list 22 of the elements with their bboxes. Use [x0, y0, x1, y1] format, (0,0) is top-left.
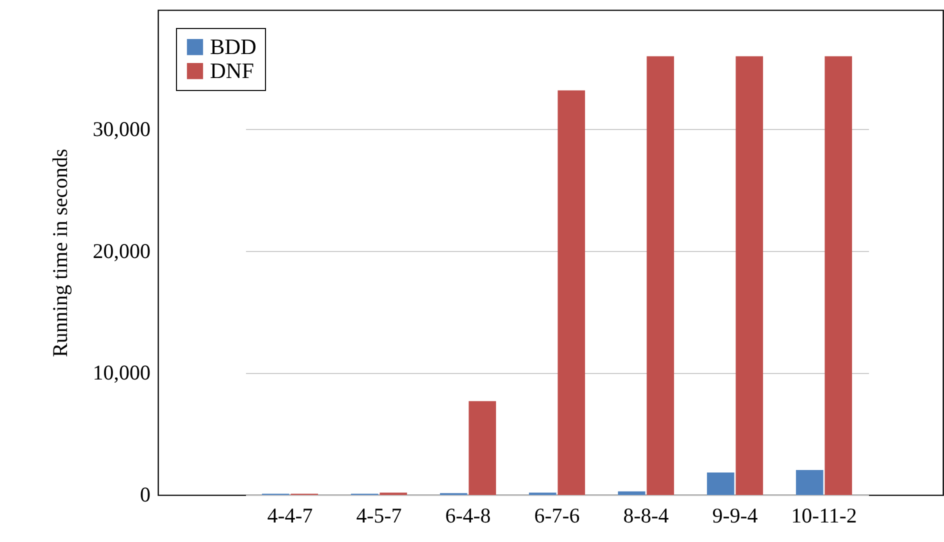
y-tick-label: 30,000	[92, 116, 150, 141]
y-tick-label: 10,000	[92, 360, 150, 385]
x-tick-label: 9-9-4	[712, 504, 758, 528]
x-tick-label: 4-5-7	[356, 504, 402, 528]
y-axis-title: Running time in seconds	[48, 148, 72, 358]
bar	[558, 90, 586, 495]
bar	[736, 56, 764, 495]
bar	[706, 472, 734, 495]
x-tick-label: 6-4-8	[445, 504, 491, 528]
x-tick-label: 4-4-7	[267, 504, 313, 528]
bar	[468, 401, 496, 495]
y-tick-label: 20,000	[92, 238, 150, 263]
x-tick-label: 8-8-4	[623, 504, 670, 528]
legend-label: BDD	[210, 34, 256, 59]
y-tick-label: 0	[140, 482, 150, 506]
bar	[796, 470, 824, 495]
legend-label: DNF	[210, 58, 254, 83]
bar	[618, 491, 646, 495]
bar	[646, 56, 674, 495]
x-tick-label: 10-11-2	[791, 504, 857, 528]
bar	[824, 56, 852, 495]
x-tick-label: 6-7-6	[534, 504, 580, 528]
